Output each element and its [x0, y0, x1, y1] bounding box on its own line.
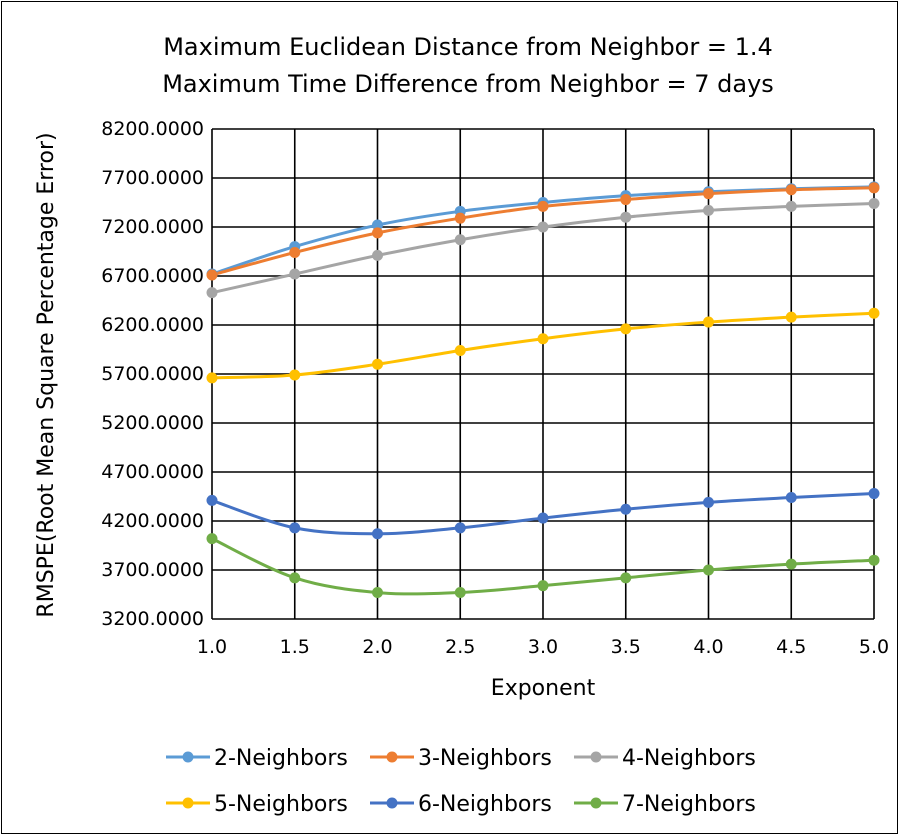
- data-point-3-neighbors: [537, 200, 549, 212]
- legend-label: 4-Neighbors: [622, 746, 756, 771]
- data-point-4-neighbors: [289, 268, 301, 280]
- data-point-3-neighbors: [703, 188, 714, 200]
- data-point-3-neighbors: [372, 227, 383, 239]
- data-point-4-neighbors: [206, 287, 218, 299]
- data-point-5-neighbors: [620, 323, 632, 335]
- data-point-6-neighbors: [785, 491, 797, 503]
- legend-item-7-neighbors: 7-Neighbors: [574, 792, 756, 817]
- data-point-3-neighbors: [289, 246, 301, 258]
- data-point-5-neighbors: [289, 369, 301, 381]
- data-point-7-neighbors: [620, 572, 632, 584]
- data-point-5-neighbors: [206, 372, 218, 384]
- series-points: [206, 181, 880, 599]
- data-point-6-neighbors: [868, 488, 880, 500]
- data-point-7-neighbors: [703, 564, 714, 576]
- x-tick-label: 4.0: [693, 636, 723, 658]
- y-tick-label: 8200.0000: [101, 118, 204, 140]
- data-point-3-neighbors: [454, 212, 466, 224]
- legend-label: 3-Neighbors: [418, 746, 552, 771]
- data-point-4-neighbors: [620, 211, 632, 223]
- data-point-5-neighbors: [868, 307, 880, 319]
- x-tick-label: 1.5: [280, 636, 310, 658]
- legend-item-2-neighbors: 2-Neighbors: [166, 746, 348, 771]
- y-tick-label: 6200.0000: [101, 314, 204, 336]
- legend-swatch-marker: [182, 751, 194, 763]
- legend-item-5-neighbors: 5-Neighbors: [166, 792, 348, 817]
- data-point-7-neighbors: [868, 554, 880, 566]
- legend-label: 6-Neighbors: [418, 792, 552, 817]
- data-point-7-neighbors: [537, 580, 549, 592]
- data-point-7-neighbors: [785, 558, 797, 570]
- x-axis-ticks: 1.0 1.5 2.0 2.5 3.0 3.5 4.0 4.5 5.0: [197, 636, 889, 658]
- data-point-6-neighbors: [454, 522, 466, 534]
- legend-swatch-marker: [182, 797, 194, 809]
- legend-item-4-neighbors: 4-Neighbors: [574, 746, 756, 771]
- y-tick-label: 7200.0000: [101, 216, 204, 238]
- y-axis-ticks: 3200.0000 3700.0000 4200.0000 4700.0000 5200…: [101, 118, 204, 630]
- chart-title: Maximum Euclidean Distance from Neighbor…: [162, 33, 774, 98]
- data-point-6-neighbors: [372, 528, 383, 540]
- legend-swatch-marker: [590, 797, 602, 809]
- data-point-3-neighbors: [868, 182, 880, 194]
- data-point-4-neighbors: [537, 221, 549, 233]
- data-point-5-neighbors: [785, 311, 797, 323]
- data-point-6-neighbors: [537, 512, 549, 524]
- data-point-3-neighbors: [206, 269, 218, 281]
- data-point-7-neighbors: [289, 572, 301, 584]
- x-tick-label: 2.5: [445, 636, 475, 658]
- data-point-4-neighbors: [454, 234, 466, 246]
- data-point-3-neighbors: [785, 184, 797, 196]
- legend-swatch-marker: [386, 751, 398, 763]
- data-point-3-neighbors: [620, 194, 632, 206]
- data-point-5-neighbors: [537, 333, 549, 345]
- data-point-4-neighbors: [785, 200, 797, 212]
- legend-label: 5-Neighbors: [214, 792, 348, 817]
- title-line-1: Maximum Euclidean Distance from Neighbor…: [163, 33, 773, 61]
- x-tick-label: 3.0: [528, 636, 558, 658]
- y-tick-label: 5700.0000: [101, 363, 204, 385]
- y-tick-label: 4700.0000: [101, 461, 204, 483]
- x-tick-label: 1.0: [197, 636, 227, 658]
- y-tick-label: 3200.0000: [101, 608, 204, 630]
- legend-item-6-neighbors: 6-Neighbors: [370, 792, 552, 817]
- legend-label: 7-Neighbors: [622, 792, 756, 817]
- title-line-2: Maximum Time Difference from Neighbor = …: [162, 70, 774, 98]
- x-tick-label: 2.0: [362, 636, 392, 658]
- y-axis-title: RMSPE(Root Mean Square Percentage Error): [34, 132, 59, 617]
- data-point-7-neighbors: [454, 587, 466, 599]
- data-point-4-neighbors: [372, 249, 383, 261]
- legend-swatch-marker: [386, 797, 398, 809]
- x-tick-label: 3.5: [611, 636, 641, 658]
- data-point-7-neighbors: [372, 587, 383, 599]
- data-point-6-neighbors: [206, 494, 218, 506]
- x-tick-label: 4.5: [776, 636, 806, 658]
- data-point-5-neighbors: [372, 358, 383, 370]
- data-point-6-neighbors: [620, 503, 632, 515]
- data-point-5-neighbors: [703, 316, 714, 328]
- legend-item-3-neighbors: 3-Neighbors: [370, 746, 552, 771]
- y-tick-label: 3700.0000: [101, 559, 204, 581]
- legend: 2-Neighbors 3-Neighbors 4-Neighbors 5-Neigh…: [166, 746, 756, 817]
- data-point-6-neighbors: [703, 496, 714, 508]
- y-tick-label: 5200.0000: [101, 412, 204, 434]
- data-point-4-neighbors: [868, 197, 880, 209]
- data-point-5-neighbors: [454, 344, 466, 356]
- legend-label: 2-Neighbors: [214, 746, 348, 771]
- x-axis-title: Exponent: [491, 676, 596, 701]
- data-point-7-neighbors: [206, 533, 218, 545]
- data-point-4-neighbors: [703, 204, 714, 216]
- x-tick-label: 5.0: [859, 636, 889, 658]
- data-point-6-neighbors: [289, 522, 301, 534]
- legend-swatch-marker: [590, 751, 602, 763]
- grid: [211, 128, 875, 620]
- data-point-2-neighbors: [372, 219, 383, 231]
- y-tick-label: 4200.0000: [101, 510, 204, 532]
- y-tick-label: 7700.0000: [101, 167, 204, 189]
- y-tick-label: 6700.0000: [101, 265, 204, 287]
